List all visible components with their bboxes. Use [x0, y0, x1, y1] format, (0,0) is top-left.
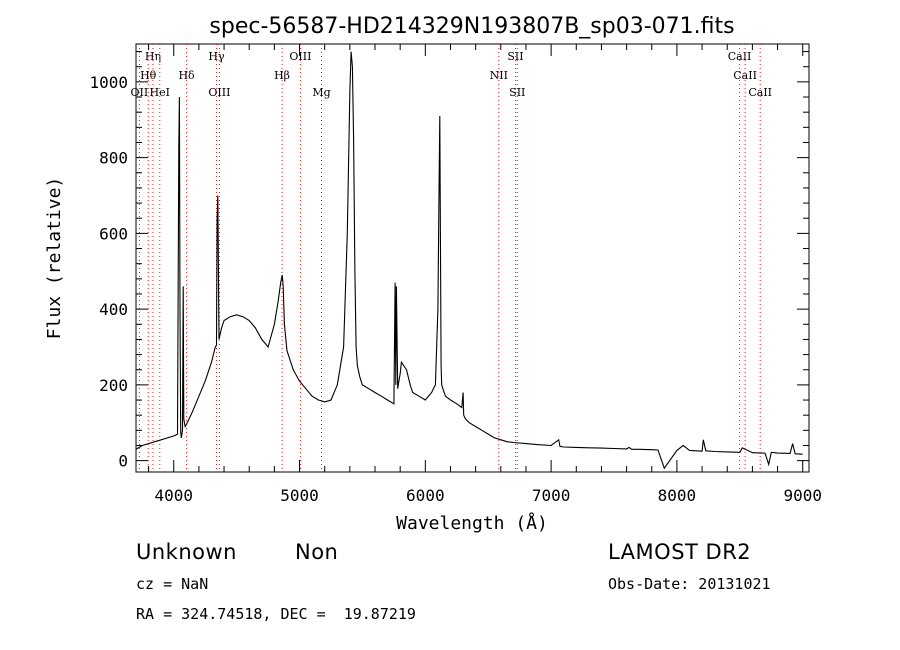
line-marker-label: OIII — [289, 50, 311, 63]
x-tick-label: 4000 — [154, 486, 193, 505]
x-tick-label: 8000 — [658, 486, 697, 505]
line-marker-label: SII — [509, 86, 525, 99]
redshift-cz: cz = NaN — [136, 575, 209, 593]
survey-name: LAMOST DR2 — [608, 540, 752, 564]
chart-title: spec-56587-HD214329N193807B_sp03-071.fit… — [209, 14, 734, 39]
line-marker-label: Hδ — [178, 69, 195, 82]
ra-dec: RA = 324.74518, DEC = 19.87219 — [136, 605, 416, 623]
y-axis-label: Flux (relative) — [44, 177, 65, 340]
y-tick-label: 0 — [118, 452, 128, 471]
line-marker-label: CaII — [748, 86, 772, 99]
line-marker-label: SII — [507, 50, 523, 63]
line-marker-label: Hη — [145, 50, 161, 63]
y-tick-label: 200 — [99, 376, 128, 395]
object-class: Unknown — [136, 540, 237, 564]
y-tick-label: 1000 — [89, 73, 128, 92]
axis-ticks: 4000 5000 6000 7000 8000 9000 0 200 400 600 800 100… — [89, 44, 822, 505]
spectrum-series — [136, 51, 803, 470]
x-tick-label: 9000 — [783, 486, 822, 505]
plot-frame — [135, 43, 810, 473]
line-marker-label: Hθ — [140, 69, 157, 82]
x-axis-label: Wavelength (Å) — [396, 512, 548, 534]
line-marker-label: NII — [490, 69, 508, 82]
x-tick-label: 5000 — [280, 486, 319, 505]
line-marker-label: Hβ — [274, 69, 290, 82]
object-subclass: Non — [295, 540, 339, 564]
y-tick-label: 400 — [99, 300, 128, 319]
x-tick-label: 7000 — [532, 486, 571, 505]
line-marker-label: Mg — [312, 86, 330, 99]
y-tick-label: 800 — [99, 149, 128, 168]
line-marker-label: Hγ — [208, 50, 225, 63]
line-marker-label: CaII — [728, 50, 752, 63]
line-marker-label: OII — [131, 86, 149, 99]
obs-date: Obs-Date: 20131021 — [608, 575, 771, 593]
x-tick-label: 6000 — [406, 486, 445, 505]
line-marker-label: OIII — [208, 86, 230, 99]
line-marker-label: CaII — [733, 69, 757, 82]
y-tick-label: 600 — [99, 224, 128, 243]
spectrum-line — [136, 51, 803, 470]
line-marker-label: HeI — [150, 86, 170, 99]
